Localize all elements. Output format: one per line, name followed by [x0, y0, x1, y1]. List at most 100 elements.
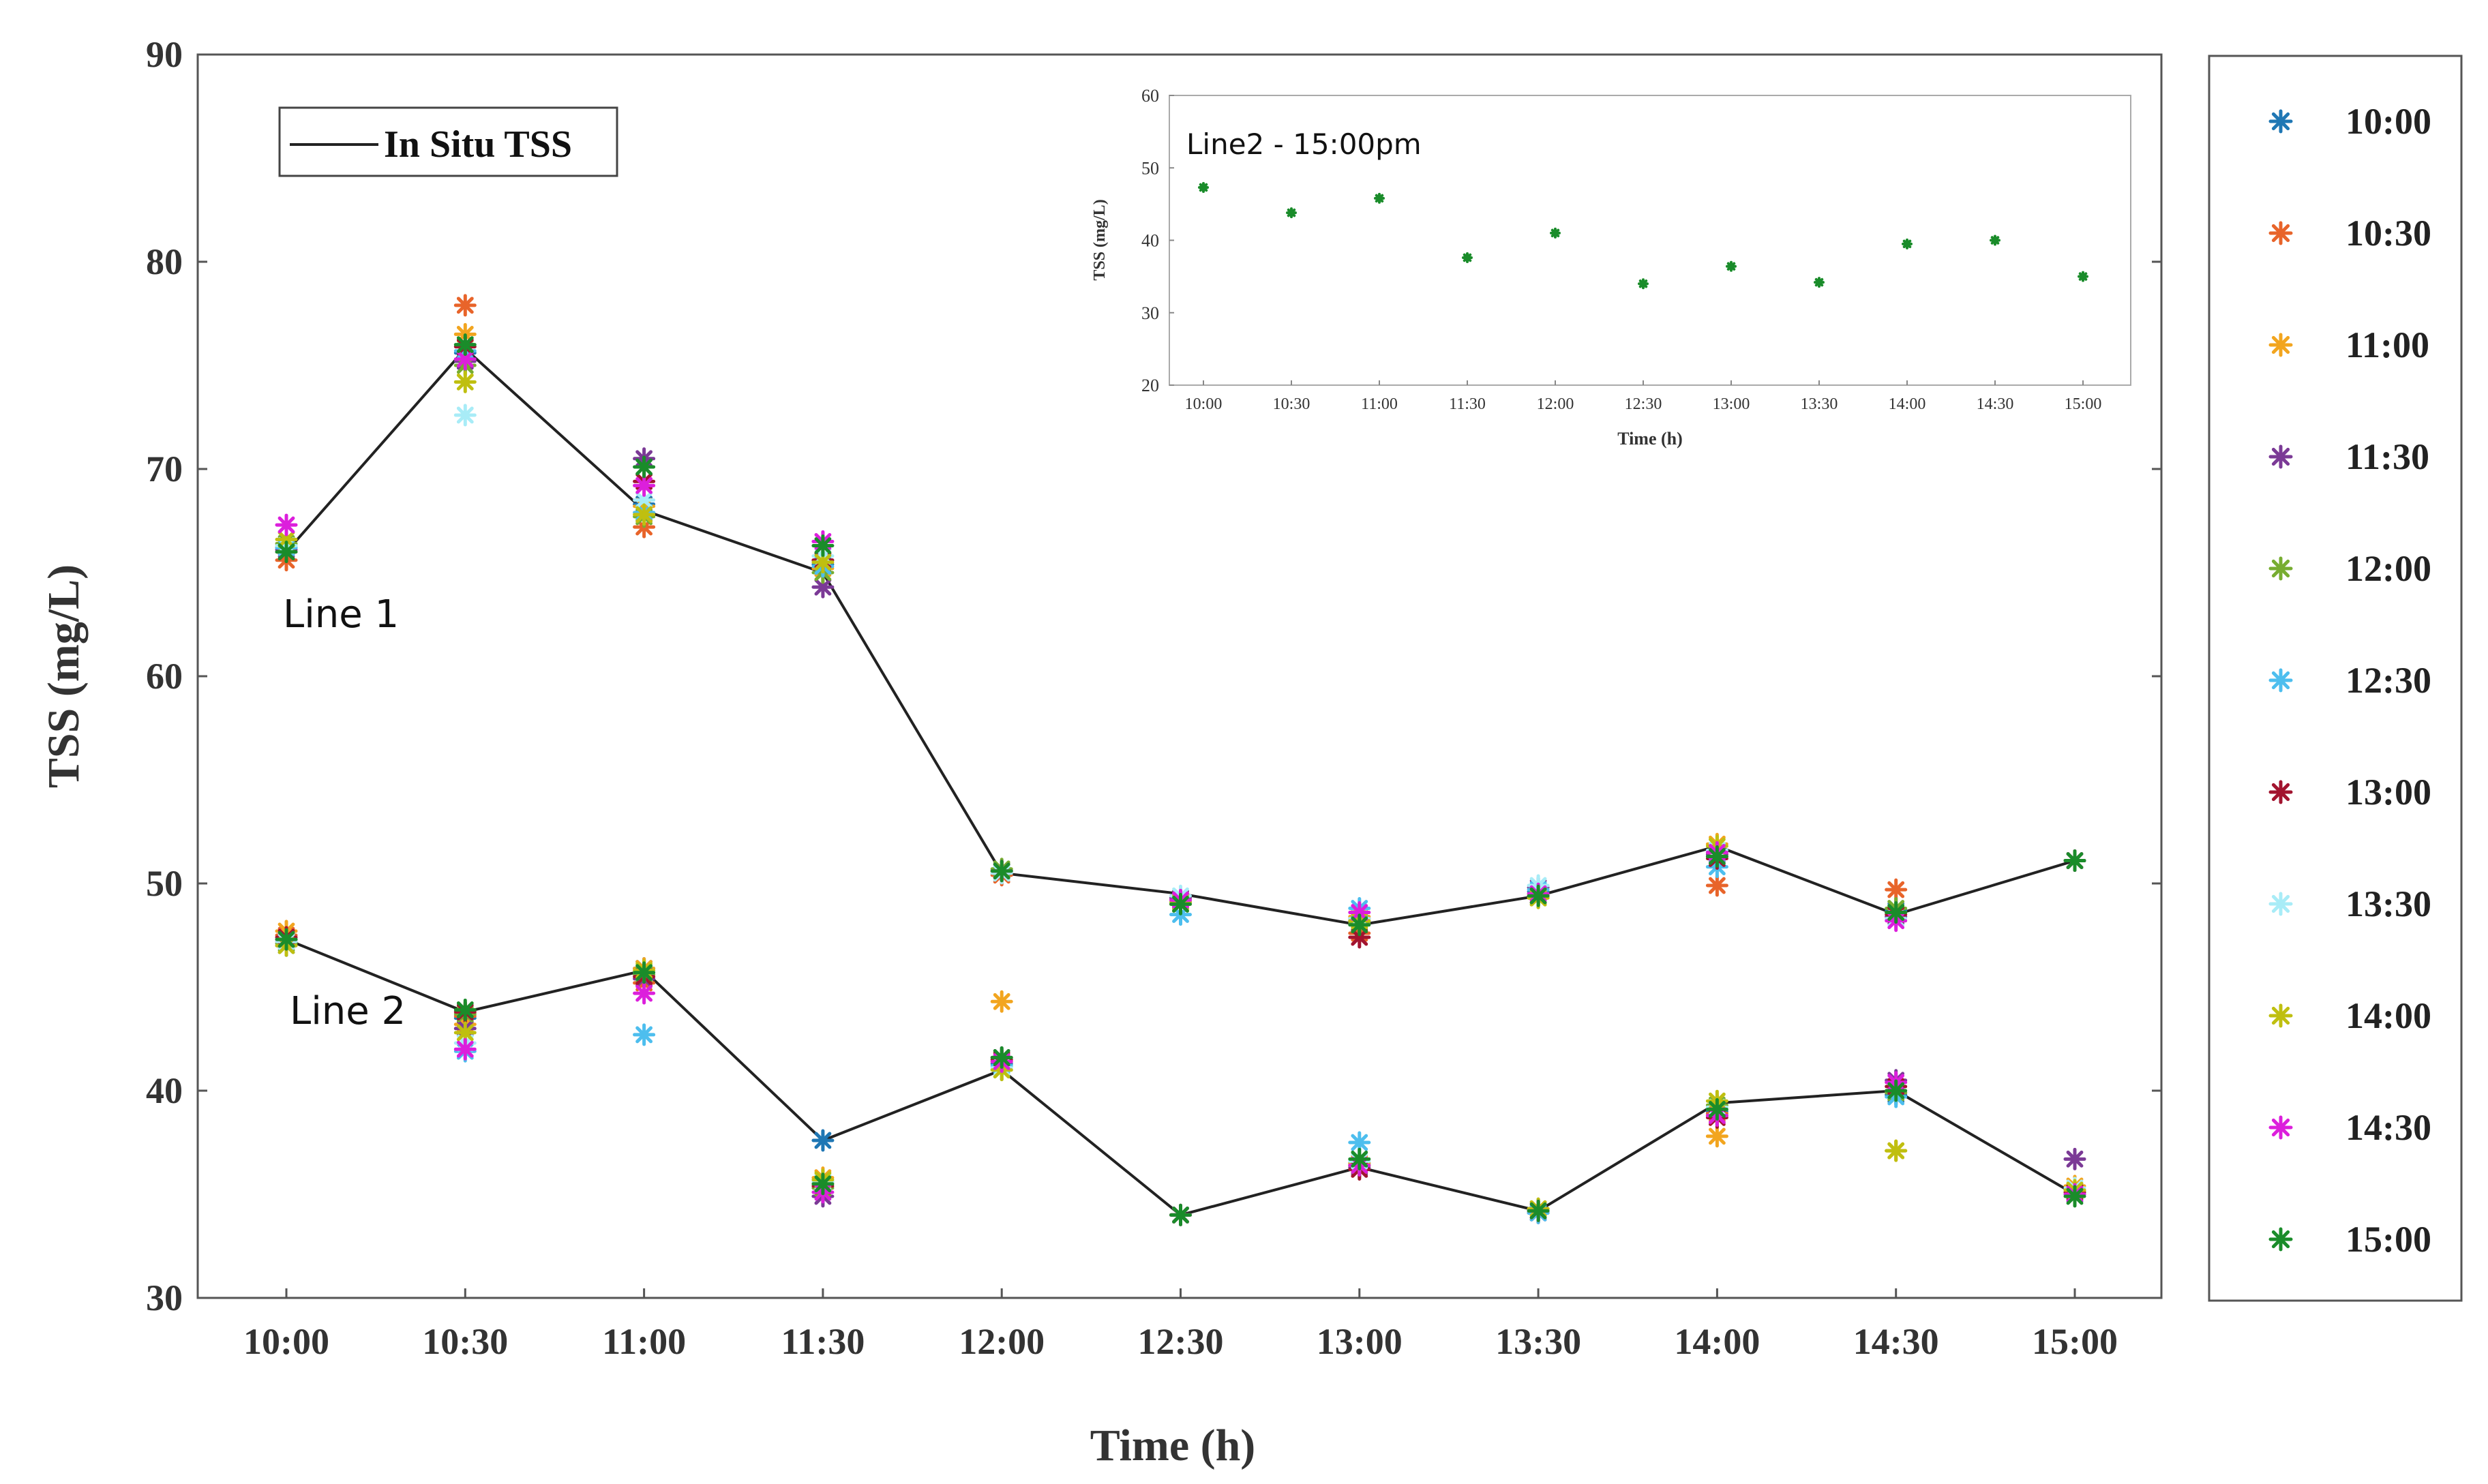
marker-line2-15:00: [1885, 1079, 1908, 1102]
legend-marker-13:00: [2268, 780, 2293, 804]
marker-line1-14:30: [633, 474, 656, 497]
x-tick-label: 13:00: [1317, 1321, 1403, 1362]
legend-marker-15:00: [2268, 1227, 2293, 1252]
legend-marker-10:00: [2268, 109, 2293, 134]
line1-label: Line 1: [283, 592, 399, 637]
inset-point: [1902, 238, 1913, 249]
marker-line2-15:00: [1348, 1147, 1371, 1170]
inset-y-tick-label: 60: [1141, 86, 1159, 106]
marker-line1-14:30: [275, 513, 298, 536]
x-tick-label: 11:30: [781, 1321, 865, 1362]
legend-label: 12:30: [2345, 660, 2431, 701]
insitu-legend-frame: [278, 106, 618, 177]
marker-line2-15:00: [453, 998, 477, 1021]
inset-point: [1286, 207, 1297, 219]
marker-line1-15:00: [275, 541, 298, 564]
marker-line2-15:00: [811, 1172, 835, 1196]
y-tick-label: 90: [146, 34, 183, 75]
marker-line1-10:30: [1705, 874, 1728, 897]
series-legend: 10:00 10:30 11:00 11:30 12:00 12:30 13:00 13:30…: [2208, 55, 2463, 1302]
inset-x-tick-label: 11:00: [1361, 395, 1398, 413]
legend-marker-14:30: [2268, 1115, 2293, 1140]
x-tick-label: 10:00: [243, 1321, 329, 1362]
inset-point: [1990, 234, 2000, 246]
series-markers: [275, 294, 2086, 1226]
marker-line2-12:30: [633, 1023, 656, 1046]
inset-point: [1814, 277, 1825, 288]
y-tick-label: 50: [146, 863, 183, 904]
inset-point: [1198, 181, 1209, 193]
x-tick-label: 15:00: [2032, 1321, 2118, 1362]
insitu-legend: In Situ TSS: [278, 106, 618, 177]
marker-line1-15:00: [811, 534, 835, 557]
legend-label: 14:00: [2345, 995, 2431, 1036]
inset-x-tick-label: 14:00: [1889, 395, 1926, 413]
x-tick-labels: 10:00 10:30 11:00 11:30 12:00 12:30 13:00 13:30…: [243, 1321, 2118, 1362]
legend-marker-13:30: [2268, 892, 2293, 916]
inset-x-tick-label: 10:30: [1273, 395, 1310, 413]
insitu-legend-label: In Situ TSS: [384, 123, 572, 166]
x-tick-label: 12:30: [1138, 1321, 1224, 1362]
legend-label: 11:00: [2345, 324, 2429, 365]
legend-marker-12:00: [2268, 556, 2293, 581]
inset-x-tick-label: 11:30: [1449, 395, 1486, 413]
marker-line1-15:00: [1705, 845, 1728, 868]
marker-line1-14:30: [453, 348, 477, 371]
series-legend-items: 10:00 10:30 11:00 11:30 12:00 12:30 13:00 13:30…: [2268, 101, 2431, 1260]
legend-label: 12:00: [2345, 548, 2431, 589]
marker-line2-15:00: [1705, 1097, 1728, 1121]
inset-point: [1550, 227, 1561, 239]
inset-x-axis-label: Time (h): [1617, 429, 1683, 449]
series-legend-frame: [2208, 55, 2463, 1302]
y-tick-label: 80: [146, 241, 183, 282]
inset-y-tick-label: 50: [1141, 158, 1159, 178]
inset-chart: 20 30 40 50 60 10:00 10:30 11:00 11:30 12:00 12:30…: [1091, 86, 2131, 449]
marker-line1-13:30: [453, 404, 477, 427]
legend-marker-14:00: [2268, 1003, 2293, 1028]
y-tick-label: 60: [146, 656, 183, 697]
legend-marker-11:00: [2268, 333, 2293, 357]
legend-label: 15:00: [2345, 1219, 2431, 1260]
marker-line2-11:00: [1705, 1125, 1728, 1148]
marker-line1-15:00: [1885, 901, 1908, 924]
marker-line2-11:30: [2063, 1147, 2086, 1170]
inset-x-tick-label: 12:30: [1625, 395, 1662, 413]
inset-y-tick-label: 30: [1141, 303, 1159, 323]
legend-label: 13:00: [2345, 772, 2431, 813]
legend-label: 10:30: [2345, 213, 2431, 254]
x-tick-label: 12:00: [959, 1321, 1045, 1362]
legend-label: 13:30: [2345, 883, 2431, 924]
inset-plot-frame: [1169, 95, 2131, 386]
inset-point: [1462, 252, 1473, 263]
x-tick-label: 10:30: [422, 1321, 508, 1362]
inset-y-axis-label: TSS (mg/L): [1091, 199, 1109, 280]
marker-line1-14:00: [633, 503, 656, 526]
legend-label: 14:30: [2345, 1107, 2431, 1148]
x-tick-label: 14:30: [1853, 1321, 1939, 1362]
marker-line1-10:30: [1885, 878, 1908, 901]
inset-x-tick-label: 13:00: [1713, 395, 1750, 413]
inset-title: Line2 - 15:00pm: [1186, 127, 1422, 161]
marker-line2-14:30: [453, 1038, 477, 1061]
inset-point: [1374, 192, 1385, 204]
marker-line1-15:00: [990, 860, 1013, 883]
marker-line2-15:00: [633, 961, 656, 984]
y-tick-labels: 30 40 50 60 70 80 90: [146, 34, 183, 1318]
inset-x-tick-label: 14:30: [1977, 395, 2014, 413]
inset-points: [1198, 181, 2088, 290]
y-tick-label: 40: [146, 1070, 183, 1111]
marker-line1-15:00: [633, 455, 656, 479]
inset-axis-ticks: 20 30 40 50 60 10:00 10:30 11:00 11:30 12:00 12:30…: [1141, 86, 2101, 413]
marker-line2-10:00: [811, 1129, 835, 1152]
marker-line2-15:00: [1527, 1199, 1550, 1222]
inset-point: [1726, 260, 1737, 272]
inset-x-tick-label: 10:00: [1185, 395, 1223, 413]
inset-point: [2078, 271, 2088, 282]
y-tick-label: 70: [146, 449, 183, 489]
marker-line2-14:00: [1885, 1139, 1908, 1162]
y-axis-label: TSS (mg/L): [39, 564, 89, 788]
marker-line2-11:00: [990, 990, 1013, 1013]
marker-line1-15:00: [1169, 892, 1192, 915]
inset-x-tick-label: 13:30: [1801, 395, 1838, 413]
